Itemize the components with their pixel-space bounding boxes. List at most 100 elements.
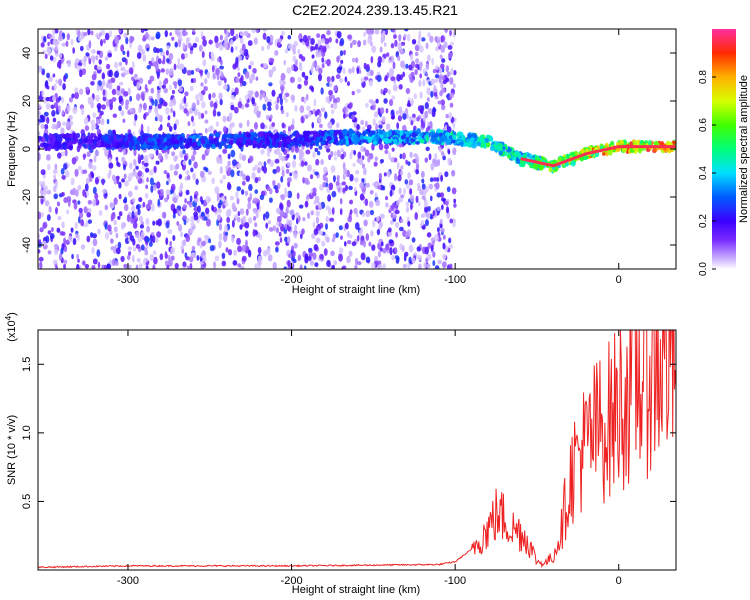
heatmap-cell [141, 160, 145, 165]
heatmap-cell [284, 236, 288, 243]
heatmap-cell [411, 237, 416, 243]
heatmap-cell [167, 259, 173, 267]
heatmap-cell [52, 117, 57, 123]
heatmap-cell [309, 260, 314, 266]
heatmap-cell [353, 177, 359, 183]
heatmap-cell [75, 233, 79, 238]
heatmap-cell [403, 33, 407, 39]
heatmap-cell [149, 169, 154, 176]
spectrogram-heatmap [38, 29, 676, 269]
heatmap-cell [67, 104, 71, 113]
heatmap-cell [140, 49, 146, 55]
heatmap-cell [162, 211, 167, 219]
heatmap-cell [123, 90, 129, 97]
heatmap-cell [82, 169, 88, 174]
heatmap-cell [502, 146, 506, 151]
heatmap-cell [43, 111, 49, 117]
heatmap-cell [236, 237, 241, 246]
heatmap-cell [110, 135, 115, 142]
heatmap-cell [306, 194, 310, 200]
heatmap-cell [371, 262, 376, 269]
heatmap-cell [173, 208, 178, 214]
heatmap-cell [200, 265, 205, 269]
heatmap-cell [356, 123, 360, 130]
heatmap-cell [268, 197, 273, 203]
heatmap-cell [427, 32, 431, 38]
heatmap-cell [359, 145, 365, 153]
heatmap-cell [340, 153, 345, 160]
heatmap-cell [442, 261, 447, 268]
heatmap-cell [239, 224, 243, 230]
heatmap-cell [390, 43, 395, 49]
heatmap-cell [405, 130, 410, 137]
heatmap-cell [184, 198, 187, 204]
heatmap-cell [235, 76, 240, 83]
heatmap-cell [44, 200, 50, 207]
heatmap-cell [185, 189, 190, 196]
spectrogram-xtick-label: -100 [444, 274, 466, 286]
heatmap-cell [338, 253, 343, 262]
heatmap-cell [185, 256, 191, 261]
heatmap-cell [202, 255, 207, 262]
heatmap-cell [382, 263, 386, 269]
heatmap-cell [440, 197, 446, 202]
heatmap-cell [39, 261, 43, 269]
heatmap-cell [170, 255, 175, 261]
heatmap-cell [449, 102, 454, 108]
heatmap-cell [667, 141, 672, 147]
heatmap-cell [312, 61, 317, 68]
heatmap-cell [439, 54, 443, 59]
heatmap-cell [281, 169, 285, 178]
heatmap-cell [52, 169, 58, 175]
heatmap-cell [223, 41, 227, 49]
heatmap-cell [219, 166, 223, 174]
heatmap-cell [170, 108, 174, 113]
heatmap-cell [442, 155, 446, 161]
heatmap-cell [161, 60, 166, 65]
heatmap-cell [400, 60, 405, 68]
heatmap-cell [313, 228, 319, 236]
heatmap-cell [131, 254, 135, 263]
snr-ticks: -300 -200 -100 00.51.01.5 [21, 330, 676, 587]
spectrogram-ytick-label: 0 [21, 146, 33, 152]
heatmap-cell [458, 131, 464, 136]
heatmap-cell [376, 74, 382, 83]
heatmap-cell [118, 29, 122, 34]
heatmap-cell [182, 42, 186, 50]
heatmap-cell [138, 77, 144, 84]
heatmap-cell [236, 162, 242, 169]
heatmap-cell [100, 38, 103, 47]
heatmap-cell [54, 180, 58, 188]
heatmap-cell [360, 120, 365, 125]
heatmap-cell [199, 170, 205, 178]
heatmap-cell [382, 185, 386, 191]
heatmap-cell [394, 173, 398, 182]
heatmap-cell [53, 174, 57, 181]
heatmap-cell [251, 97, 256, 105]
heatmap-cell [157, 103, 162, 109]
heatmap-cell [113, 197, 118, 205]
heatmap-cell [78, 88, 84, 95]
heatmap-cell [318, 51, 322, 58]
heatmap-cell [434, 78, 439, 83]
heatmap-cell [252, 166, 256, 172]
heatmap-cell [136, 81, 141, 90]
heatmap-cell [422, 68, 426, 75]
heatmap-cell [77, 29, 81, 38]
heatmap-cell [435, 177, 440, 182]
heatmap-cell [369, 189, 374, 195]
heatmap-cell [402, 124, 407, 132]
heatmap-cell [44, 134, 50, 140]
heatmap-cell [239, 136, 243, 144]
heatmap-cell [301, 71, 306, 78]
heatmap-cell [188, 138, 193, 142]
heatmap-cell [380, 158, 384, 164]
heatmap-cell [344, 222, 349, 230]
heatmap-cell [57, 215, 62, 221]
heatmap-cell [204, 86, 209, 92]
heatmap-cell [195, 67, 201, 72]
heatmap-cell [528, 153, 533, 160]
heatmap-cell [507, 147, 512, 153]
heatmap-cell [398, 187, 402, 195]
heatmap-cell [142, 102, 147, 111]
